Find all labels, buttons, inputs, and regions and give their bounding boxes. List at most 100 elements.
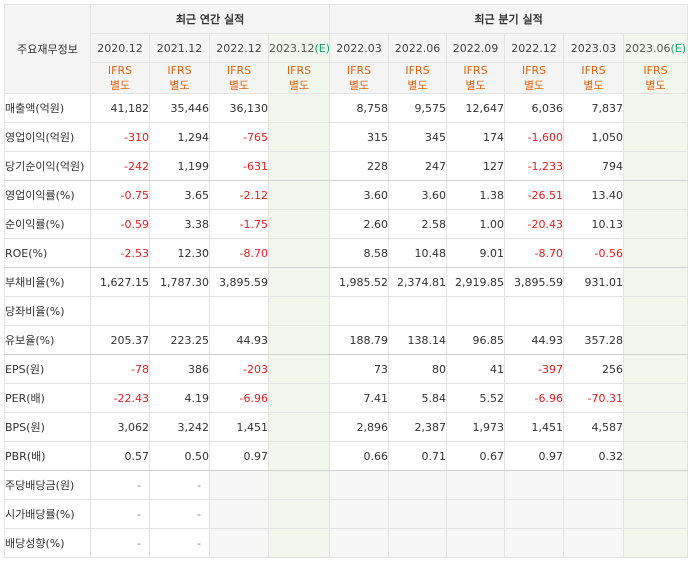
table-cell: 7.41	[329, 383, 390, 413]
row-label: PER(배)	[4, 383, 91, 413]
table-cell	[267, 325, 331, 355]
table-cell: 10.48	[388, 238, 448, 268]
ifrs-label: IFRS	[107, 64, 133, 77]
table-cell: 7,837	[563, 93, 625, 123]
table-cell: 4.19	[149, 383, 210, 413]
table-cell	[267, 441, 331, 471]
table-row: EPS(원) -78 386 -203 73 80 41 -397 256	[4, 354, 689, 384]
table-cell: -20.43	[504, 209, 565, 239]
table-cell	[623, 325, 689, 355]
table-cell: 0.32	[563, 441, 625, 471]
table-cell: -	[90, 470, 150, 500]
table-cell: 12,647	[446, 93, 506, 123]
period-header: 2020.12	[90, 33, 150, 63]
table-cell: 41	[446, 354, 506, 384]
table-cell: 0.71	[388, 441, 448, 471]
table-cell: -	[149, 499, 210, 529]
table-cell: 36,130	[209, 93, 269, 123]
table-cell: 1,787.30	[149, 267, 210, 297]
table-cell: 5.84	[388, 383, 448, 413]
period-header: 2022.12	[209, 33, 269, 63]
ifrs-label: IFRS	[226, 64, 252, 77]
table-row: 배당성향(%) - -	[4, 528, 689, 558]
row-label: PBR(배)	[4, 441, 91, 471]
table-cell: 8,758	[329, 93, 390, 123]
table-cell	[329, 528, 390, 558]
table-cell: 5.52	[446, 383, 506, 413]
table-cell	[388, 470, 448, 500]
table-cell: 6,036	[504, 93, 565, 123]
table-cell: 205.37	[90, 325, 150, 355]
table-cell: -2.53	[90, 238, 150, 268]
table-cell	[267, 354, 331, 384]
table-cell: -0.56	[563, 238, 625, 268]
table-cell: 223.25	[149, 325, 210, 355]
table-cell: -203	[209, 354, 269, 384]
ifrs-separate-label: 별도	[645, 79, 666, 92]
period-label: 2023.03	[570, 41, 617, 55]
table-cell: 10.13	[563, 209, 625, 239]
table-cell: -22.43	[90, 383, 150, 413]
table-cell: -310	[90, 122, 150, 152]
table-cell	[209, 296, 269, 326]
ifrs-label: IFRS	[581, 64, 606, 77]
table-cell: -765	[209, 122, 269, 152]
financial-summary-table: 주요재무정보 최근 연간 실적 최근 분기 실적 2020.12 2021.12 2…	[4, 4, 689, 558]
table-cell: 3.60	[329, 180, 390, 210]
table-cell: 3,062	[90, 412, 150, 442]
table-cell	[623, 238, 689, 268]
table-row: 영업이익(억원) -310 1,294 -765 315 345 174 -1,600 1,05…	[4, 122, 689, 152]
table-cell: 247	[388, 151, 448, 181]
table-cell: 73	[329, 354, 390, 384]
table-cell: 96.85	[446, 325, 506, 355]
row-label: 매출액(억원)	[4, 93, 91, 123]
ifrs-label: IFRS	[521, 64, 547, 77]
ifrs-label: IFRS	[405, 64, 430, 77]
table-cell	[267, 499, 331, 529]
row-label: 유보율(%)	[4, 325, 91, 355]
table-cell	[623, 93, 689, 123]
table-row: 영업이익률(%) -0.75 3.65 -2.12 3.60 3.60 1.38 -26.51…	[4, 180, 689, 210]
ifrs-separate-label: 별도	[169, 79, 190, 92]
table-cell: -	[90, 528, 150, 558]
table-row: 당기순이익(억원) -242 1,199 -631 228 247 127 -1,233 794	[4, 151, 689, 181]
table-cell: -70.31	[563, 383, 625, 413]
row-label-header: 주요재무정보	[4, 4, 91, 94]
table-cell: 1,050	[563, 122, 625, 152]
table-cell: -6.96	[209, 383, 269, 413]
table-cell	[563, 470, 625, 500]
ifrs-separate-label: 별도	[288, 79, 310, 92]
table-cell: 138.14	[388, 325, 448, 355]
ifrs-separate-label: 별도	[583, 79, 604, 92]
ifrs-separate-label: 별도	[348, 79, 370, 92]
table-row: 시가배당률(%) - -	[4, 499, 689, 529]
table-cell	[90, 296, 150, 326]
table-cell	[623, 209, 689, 239]
table-cell: 3,895.59	[504, 267, 565, 297]
table-cell	[329, 499, 390, 529]
table-row: 주당배당금(원) - -	[4, 470, 689, 500]
table-cell: 1,451	[209, 412, 269, 442]
table-cell	[623, 528, 689, 558]
table-cell: 1,627.15	[90, 267, 150, 297]
table-cell: -	[90, 499, 150, 529]
ifrs-header: IFRS 별도	[446, 62, 506, 94]
ifrs-header: IFRS 별도	[623, 62, 689, 94]
table-cell: 2.58	[388, 209, 448, 239]
table-cell: -26.51	[504, 180, 565, 210]
period-header: 2021.12	[149, 33, 210, 63]
period-label: 2020.12	[97, 41, 143, 55]
table-cell	[504, 470, 565, 500]
table-cell: -1.75	[209, 209, 269, 239]
table-cell: -	[149, 528, 210, 558]
table-cell	[267, 209, 331, 239]
table-cell: -1,600	[504, 122, 565, 152]
table-cell	[504, 296, 565, 326]
table-cell: 1,973	[446, 412, 506, 442]
row-label: BPS(원)	[4, 412, 91, 442]
table-cell	[446, 470, 506, 500]
table-cell: -631	[209, 151, 269, 181]
table-cell	[563, 528, 625, 558]
table-cell	[388, 499, 448, 529]
table-cell	[623, 296, 689, 326]
